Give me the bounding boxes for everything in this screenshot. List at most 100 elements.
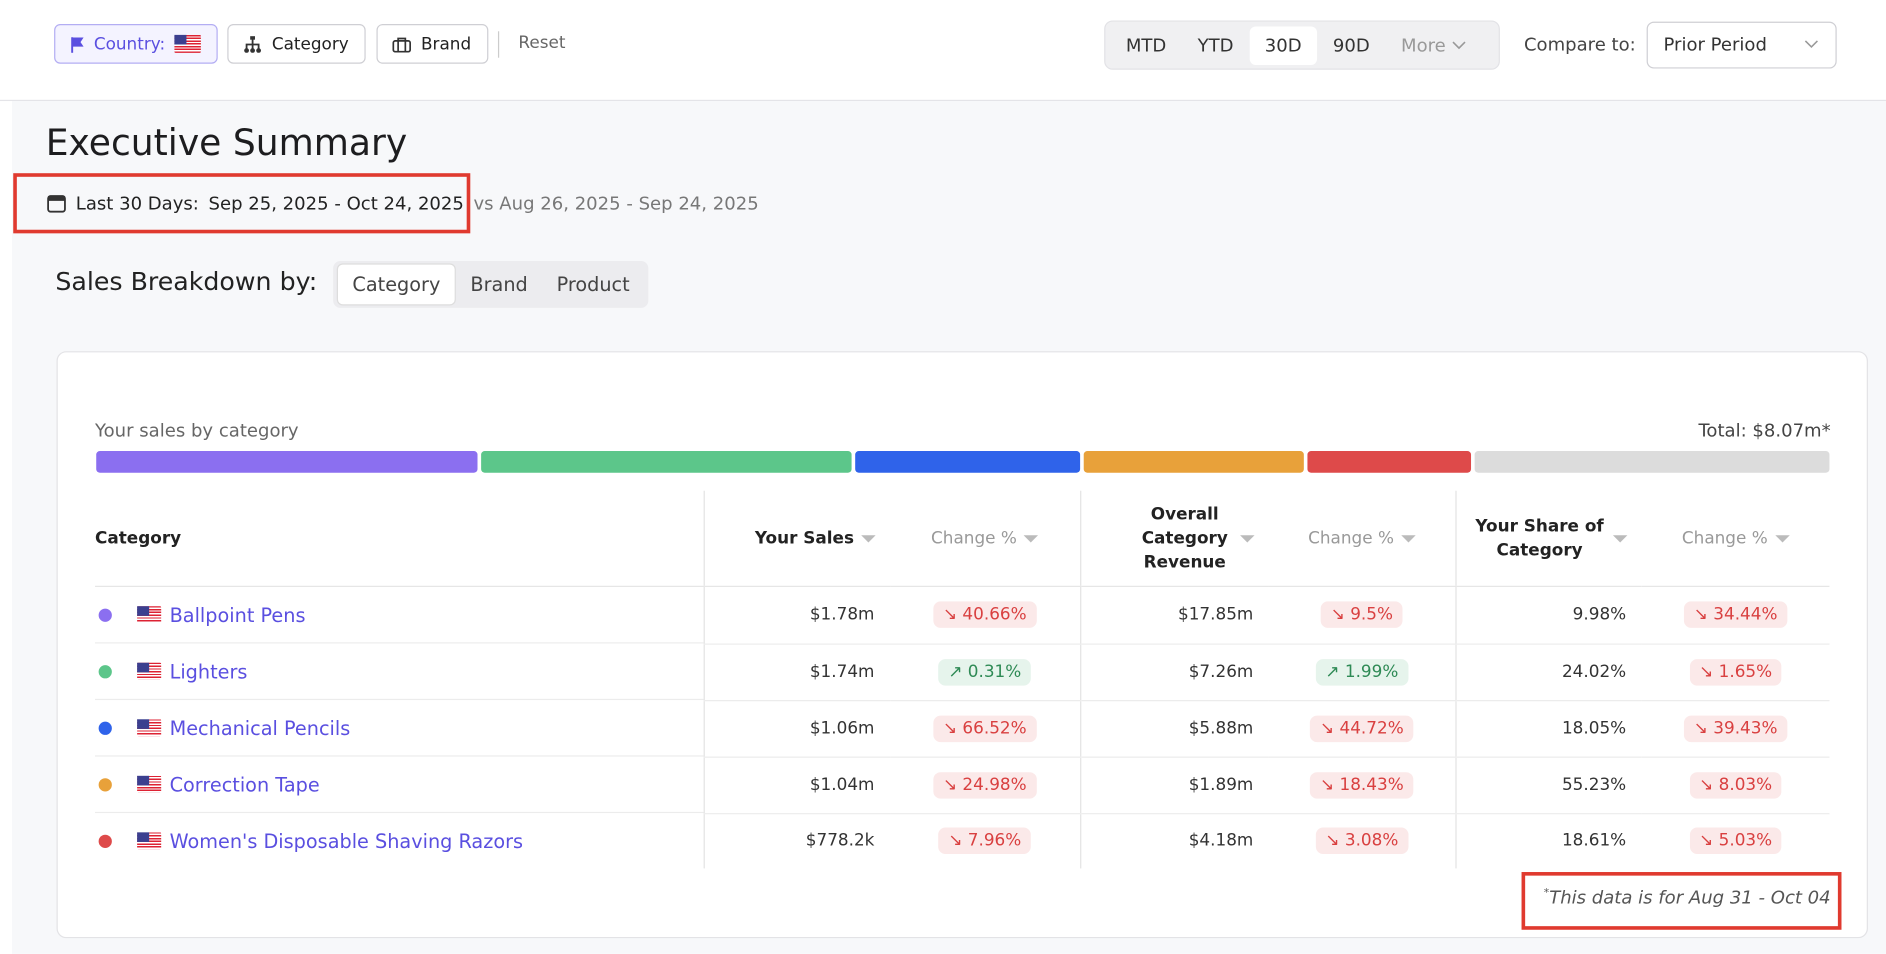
period-selector: MTD YTD 30D 90D More <box>1104 20 1500 70</box>
us-flag <box>137 832 162 850</box>
country-filter[interactable]: Country: <box>54 24 218 64</box>
total: Total: $8.07m* <box>1698 419 1831 442</box>
calendar-icon <box>47 195 66 213</box>
period-option[interactable]: YTD <box>1197 34 1234 56</box>
table-cell: ↗ 1.99% <box>1268 643 1456 701</box>
sort-caret <box>1401 534 1416 542</box>
header-text: Category <box>95 528 182 548</box>
header-text: Change % <box>1308 528 1394 548</box>
us-flag <box>137 662 162 680</box>
column-header[interactable]: Change % <box>890 490 1081 587</box>
change-pill: ↘ 39.43% <box>1684 715 1788 742</box>
bar-segment <box>96 451 478 473</box>
sort-caret <box>861 534 876 542</box>
period-option[interactable]: MTD <box>1125 34 1167 56</box>
table-cell: $7.26m <box>1079 643 1269 701</box>
filter-label: Category <box>271 34 349 54</box>
change-pill: ↘ 34.44% <box>1684 601 1788 629</box>
cell-value: 55.23% <box>1561 775 1627 795</box>
category-link[interactable]: Correction Tape <box>169 772 320 796</box>
footnote: *This data is for Aug 31 - Oct 04 <box>1544 886 1831 908</box>
table-cell: $1.89m <box>1079 756 1269 814</box>
breakdown-label: Sales Breakdown by: <box>55 267 318 296</box>
bar-segment <box>1083 451 1304 473</box>
column-header: Category <box>95 490 704 587</box>
table-cell: 55.23% <box>1454 756 1642 814</box>
column-header[interactable]: Your Share of Category <box>1454 490 1642 587</box>
compare-label: Compare to: <box>1523 33 1636 56</box>
cell-value: 18.05% <box>1561 718 1627 738</box>
table-cell: Ballpoint Pens <box>95 587 704 644</box>
table-cell: $1.78m <box>703 586 891 645</box>
cell-value: $1.04m <box>809 775 875 795</box>
change-pill: ↘ 40.66% <box>933 601 1037 629</box>
table-cell: ↘ 1.65% <box>1641 643 1830 701</box>
header-row: Category Your Sales Change % Overall Catego… <box>95 490 1830 587</box>
table-cell: Women's Disposable Shaving Razors <box>95 813 703 868</box>
category-link[interactable]: Mechanical Pencils <box>169 716 351 740</box>
case-icon <box>392 37 411 52</box>
table-cell: ↗ 0.31% <box>890 643 1081 701</box>
table-cell: 18.61% <box>1454 813 1642 869</box>
header-text: Overall Category Revenue <box>1141 504 1228 572</box>
category-dot <box>98 777 112 791</box>
sort-caret <box>1024 534 1039 542</box>
cell-value: $1.74m <box>809 662 875 682</box>
category-link[interactable]: Women's Disposable Shaving Razors <box>169 829 524 853</box>
period-option[interactable]: More <box>1401 34 1446 56</box>
category-filter[interactable]: Category <box>227 24 366 64</box>
change-pill: ↗ 1.99% <box>1315 658 1408 685</box>
tab[interactable]: Category <box>336 263 456 306</box>
cell-value: $1.89m <box>1188 775 1254 795</box>
sort-caret <box>1774 534 1790 542</box>
range-label: Last 30 Days: <box>75 192 199 215</box>
header-text: Your Sales <box>754 528 854 548</box>
cell-value: $5.88m <box>1188 718 1254 738</box>
column-header[interactable]: Change % <box>1641 490 1830 587</box>
change-pill: ↘ 44.72% <box>1310 715 1414 742</box>
period-option[interactable]: 30D <box>1249 25 1318 65</box>
range: Sep 25, 2025 - Oct 24, 2025 <box>208 192 464 215</box>
change-pill: ↘ 66.52% <box>933 715 1037 742</box>
change-pill: ↘ 8.03% <box>1689 771 1782 799</box>
category-link[interactable]: Lighters <box>169 659 248 683</box>
category-dot <box>98 834 112 848</box>
tree-icon <box>244 35 262 53</box>
filter-label: Brand <box>420 34 472 54</box>
cell-value: $1.78m <box>809 605 875 625</box>
sort-caret <box>1240 534 1255 542</box>
table-cell: ↘ 24.98% <box>890 756 1081 814</box>
column-header[interactable]: Overall Category Revenue <box>1079 490 1269 587</box>
tab[interactable]: Brand <box>470 273 528 296</box>
cell-value: 9.98% <box>1572 605 1627 625</box>
table-cell: ↘ 3.08% <box>1269 813 1455 868</box>
footnote-mark: * <box>1543 887 1550 900</box>
page-title: Executive Summary <box>45 122 408 165</box>
cell-value: $17.85m <box>1177 605 1254 625</box>
table-cell: $1.06m <box>703 700 891 758</box>
column-header[interactable]: Your Sales <box>703 490 891 587</box>
brand-filter[interactable]: Brand <box>376 24 489 64</box>
cell-value: 24.02% <box>1561 662 1627 682</box>
category-link[interactable]: Ballpoint Pens <box>169 603 306 627</box>
table-cell: $4.18m <box>1079 813 1269 869</box>
cell-value: $1.06m <box>809 718 875 738</box>
tab[interactable]: Product <box>556 273 630 296</box>
column-header[interactable]: Change % <box>1268 490 1456 587</box>
header-text: Change % <box>931 528 1017 548</box>
footnote-text: This data is for Aug 31 - Oct 04 <box>1549 886 1831 909</box>
table-cell: ↘ 39.43% <box>1641 700 1830 758</box>
compare-dropdown[interactable]: Prior Period <box>1646 21 1837 69</box>
table-cell: ↘ 9.5% <box>1268 586 1456 645</box>
reset-link[interactable]: Reset <box>518 33 566 53</box>
category-bar <box>96 451 1830 473</box>
change-pill: ↘ 1.65% <box>1689 658 1782 685</box>
table-cell: 9.98% <box>1454 586 1642 645</box>
table-row: Correction Tape $1.04m ↘ 24.98% $1.89m ↘ 18.… <box>95 756 1830 814</box>
period-option[interactable]: 90D <box>1332 34 1370 56</box>
chevron <box>1804 40 1818 49</box>
bar-segment <box>480 451 852 473</box>
compare-range: vs Aug 26, 2025 - Sep 24, 2025 <box>473 192 759 215</box>
